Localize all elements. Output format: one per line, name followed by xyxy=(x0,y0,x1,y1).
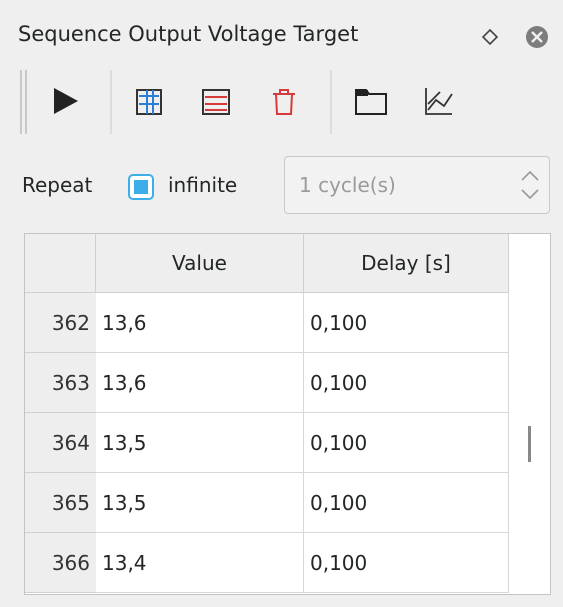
window-title: Sequence Output Voltage Target xyxy=(18,22,359,46)
column-header: Delay [s] xyxy=(304,234,509,293)
table-cell: 0,100 xyxy=(304,473,509,533)
checkbox[interactable] xyxy=(127,173,157,203)
column-header: Value xyxy=(96,234,304,293)
table-cell: 13,4 xyxy=(96,533,304,593)
row-header: 366 xyxy=(25,533,96,593)
row-header: 362 xyxy=(25,293,96,353)
repeat-label: Repeat xyxy=(22,173,93,197)
toolbar[interactable] xyxy=(0,64,563,142)
table-cell: 0,100 xyxy=(304,293,509,353)
table-cell: 13,6 xyxy=(96,293,304,353)
table-cell: 0,100 xyxy=(304,533,509,593)
row-header: 363 xyxy=(25,353,96,413)
scrollbar[interactable] xyxy=(509,234,550,594)
title-buttons[interactable] xyxy=(480,24,550,54)
table-cell: 13,5 xyxy=(96,473,304,533)
corner-header xyxy=(25,234,96,293)
table-cell: 0,100 xyxy=(304,413,509,473)
cycles-spinbox[interactable]: 1 cycle(s) xyxy=(284,156,550,214)
spin-arrows[interactable] xyxy=(518,168,542,202)
table-cell: 0,100 xyxy=(304,353,509,413)
sequence-table: Value Delay [s] 362 13,6 0,100 363 13,6 0,100 36… xyxy=(24,233,551,595)
table-cell: 13,6 xyxy=(96,353,304,413)
table-cell: 13,5 xyxy=(96,413,304,473)
checkbox-label[interactable]: infinite xyxy=(168,173,238,197)
row-header: 365 xyxy=(25,473,96,533)
row-header: 364 xyxy=(25,413,96,473)
